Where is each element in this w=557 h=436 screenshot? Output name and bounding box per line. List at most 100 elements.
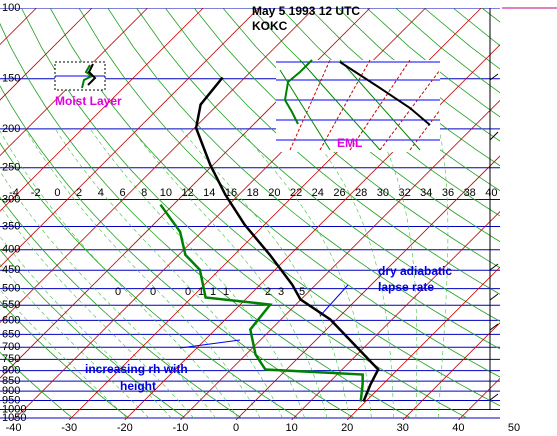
upper-scale-label: 22 [290, 187, 302, 199]
y-tick-label: 800 [2, 364, 20, 376]
upper-scale-label: 4 [98, 187, 104, 199]
isotherm [0, 8, 204, 212]
dry-adiabat [164, 8, 500, 295]
dry-adiabat [280, 8, 500, 192]
y-tick-label: 350 [2, 220, 20, 232]
dry-adiabat [0, 85, 355, 419]
upper-scale-label: 36 [442, 187, 454, 199]
dry-adiabat [78, 8, 500, 378]
upper-scale-label: 8 [141, 187, 147, 199]
dry-adiabat [0, 249, 186, 419]
moist-adiabat [239, 128, 372, 419]
mixing-label: 3 [278, 286, 284, 298]
y-tick-label: 250 [2, 162, 20, 174]
chart-title: May 5 1993 12 UTC [252, 4, 360, 18]
dry-adiabat [251, 8, 500, 217]
y-tick-label: 500 [2, 283, 20, 295]
y-tick-label: 650 [2, 328, 20, 340]
dry-adiabat [0, 351, 73, 419]
mixing-label: 1 [223, 286, 229, 298]
y-tick-label: 900 [2, 385, 20, 397]
y-tick-label: 100 [2, 2, 20, 14]
isotherm [0, 8, 93, 101]
upper-scale-label: 12 [181, 187, 193, 199]
upper-scale-label: 34 [420, 187, 432, 199]
isotherm [124, 44, 500, 420]
upper-scale-label: 18 [247, 187, 259, 199]
dry-adiabat [481, 8, 500, 23]
x-tick-label: -20 [117, 422, 133, 434]
y-tick-label: 300 [2, 193, 20, 205]
upper-scale-label: 2 [76, 187, 82, 199]
dry-adiabat [0, 300, 130, 419]
dry-adiabat [107, 8, 500, 350]
upper-scale-label: 14 [203, 187, 215, 199]
x-tick-label: -30 [61, 422, 77, 434]
annotation: increasing rh with [85, 362, 188, 376]
moist-adiabat [24, 128, 261, 419]
upper-scale-label: 16 [225, 187, 237, 199]
upper-scale-label: 0 [54, 187, 60, 199]
upper-scale-label: 10 [160, 187, 172, 199]
temperature-profile [194, 76, 380, 402]
y-tick-label: 200 [2, 123, 20, 135]
y-tick-label: 1050 [2, 412, 26, 424]
y-tick-label: 550 [2, 299, 20, 311]
moist-adiabat [0, 205, 194, 419]
upper-scale-label: 32 [398, 187, 410, 199]
y-tick-label: 150 [2, 73, 20, 85]
y-tick-label: 400 [2, 244, 20, 256]
annotation: EML [337, 136, 362, 150]
x-tick-label: 20 [341, 422, 353, 434]
upper-scale-label: 38 [464, 187, 476, 199]
y-tick-label: 1000 [2, 403, 26, 415]
mixing-label: 0 [115, 286, 121, 298]
dry-adiabat [0, 142, 299, 419]
dry-adiabat [424, 8, 500, 70]
moist-adiabat [0, 170, 217, 419]
moist-adiabat [0, 263, 150, 419]
isotherm [180, 99, 500, 420]
annotation: height [120, 379, 156, 393]
eml-inset [276, 59, 441, 152]
mixing-label: 1 [198, 286, 204, 298]
mixing-label: 0 [150, 286, 156, 298]
mixing-label: 1 [210, 286, 216, 298]
y-tick-label: 950 [2, 394, 20, 406]
upper-scale-label: 40 [485, 187, 497, 199]
upper-scale-label: 26 [333, 187, 345, 199]
arrow [179, 339, 241, 349]
moist-adiabat [307, 128, 394, 419]
x-tick-label: 0 [233, 422, 239, 434]
upper-scale-label: 28 [355, 187, 367, 199]
x-tick-label: 10 [285, 422, 297, 434]
mixing-label: 0 [185, 286, 191, 298]
x-tick-label: -40 [6, 422, 22, 434]
moist-adiabat [0, 130, 239, 419]
moist-adiabat [437, 128, 449, 419]
dry-adiabat [21, 8, 468, 419]
y-tick-label: 450 [2, 264, 20, 276]
dry-adiabat [222, 8, 500, 243]
moist-adiabat [0, 235, 172, 419]
x-tick-label: -10 [172, 422, 188, 434]
arrow [319, 284, 349, 317]
upper-scale-label: -2 [31, 187, 41, 199]
isotherm [0, 8, 315, 323]
moist-adiabat [89, 128, 305, 419]
moist-adiabat [180, 128, 350, 419]
mixing-label: 2 [265, 286, 271, 298]
chart-subtitle: KOKC [252, 19, 288, 33]
isotherm [402, 322, 500, 420]
moist-adiabat [54, 128, 283, 419]
upper-scale-label: 6 [119, 187, 125, 199]
moist-adiabat [0, 289, 128, 419]
annotation: Moist Layer [55, 94, 122, 108]
y-tick-label: 750 [2, 353, 20, 365]
moist-adiabat [377, 128, 418, 419]
dewpoint-profile [159, 203, 364, 402]
upper-scale-label: 20 [268, 187, 280, 199]
annotation: lapse rate [378, 280, 434, 294]
